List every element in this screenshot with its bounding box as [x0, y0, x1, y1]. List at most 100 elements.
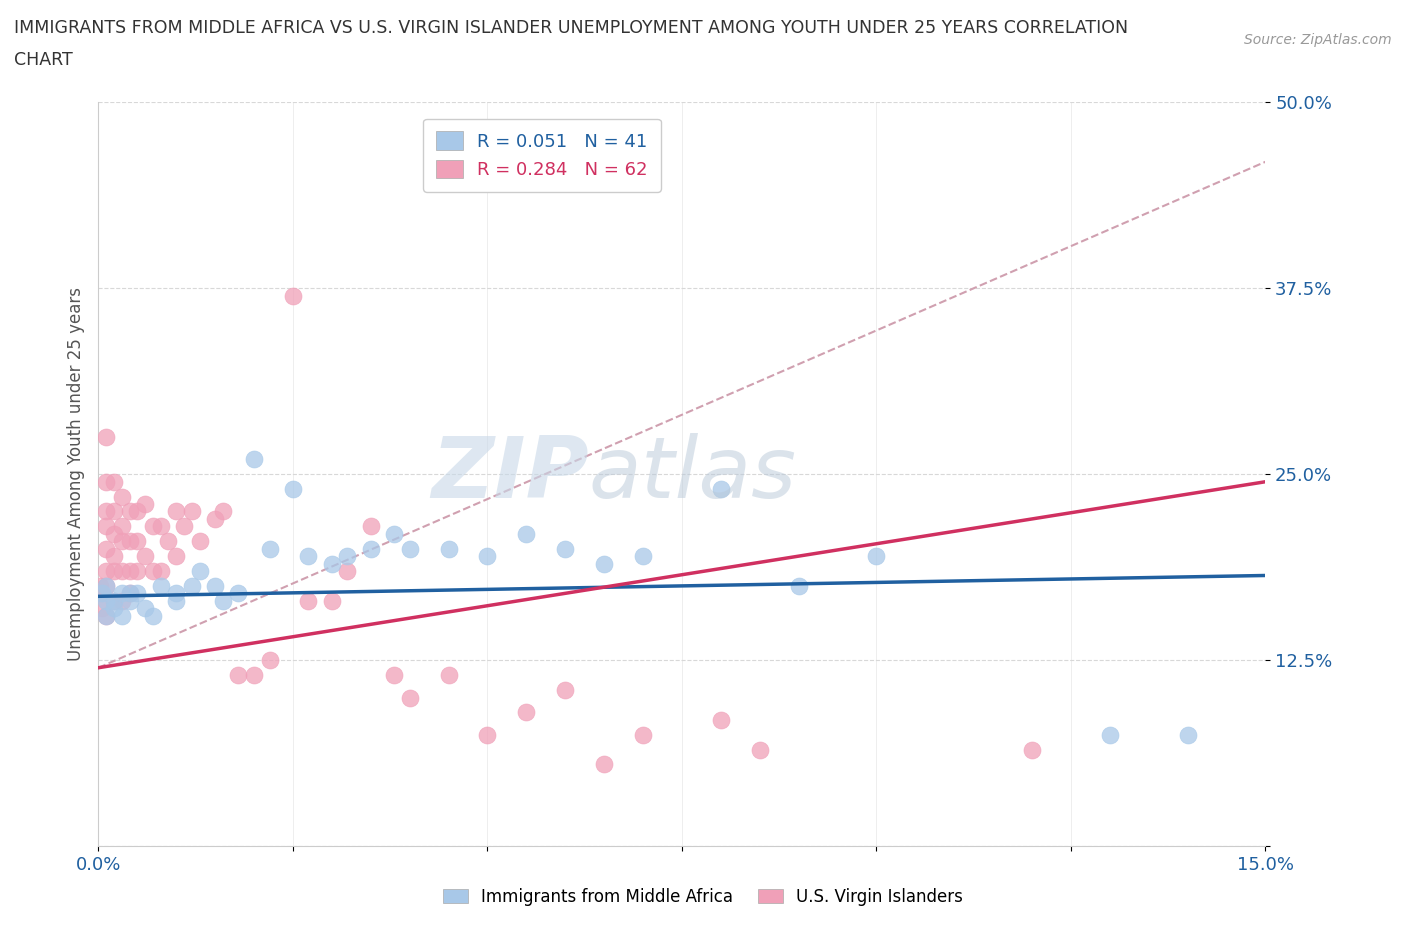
Point	[212, 593, 235, 608]
Point	[710, 712, 733, 727]
Point	[96, 474, 118, 489]
Point	[297, 549, 319, 564]
Point	[188, 564, 211, 578]
Point	[212, 504, 235, 519]
Point	[142, 608, 165, 623]
Point	[142, 564, 165, 578]
Legend: Immigrants from Middle Africa, U.S. Virgin Islanders: Immigrants from Middle Africa, U.S. Virg…	[436, 881, 970, 912]
Point	[398, 541, 420, 556]
Point	[111, 534, 134, 549]
Point	[1021, 742, 1043, 757]
Point	[103, 601, 125, 616]
Point	[103, 549, 125, 564]
Point	[96, 504, 118, 519]
Point	[127, 534, 149, 549]
Point	[382, 526, 405, 541]
Point	[382, 668, 405, 683]
Point	[228, 668, 250, 683]
Point	[593, 757, 616, 772]
Point	[281, 482, 304, 497]
Point	[111, 564, 134, 578]
Point	[243, 452, 266, 467]
Point	[477, 549, 499, 564]
Point	[118, 593, 141, 608]
Point	[103, 593, 125, 608]
Point	[103, 474, 125, 489]
Point	[593, 556, 616, 571]
Point	[787, 578, 810, 593]
Point	[336, 564, 359, 578]
Point	[111, 519, 134, 534]
Point	[118, 586, 141, 601]
Point	[118, 504, 141, 519]
Point	[515, 526, 537, 541]
Point	[103, 526, 125, 541]
Point	[165, 549, 187, 564]
Point	[103, 593, 125, 608]
Point	[111, 593, 134, 608]
Point	[96, 541, 118, 556]
Point	[96, 578, 118, 593]
Point	[91, 601, 114, 616]
Point	[398, 690, 420, 705]
Point	[631, 727, 654, 742]
Point	[336, 549, 359, 564]
Point	[118, 586, 141, 601]
Point	[96, 608, 118, 623]
Point	[103, 504, 125, 519]
Point	[142, 519, 165, 534]
Point	[865, 549, 887, 564]
Point	[321, 556, 343, 571]
Text: CHART: CHART	[14, 51, 73, 69]
Point	[111, 489, 134, 504]
Point	[360, 519, 382, 534]
Point	[89, 578, 111, 593]
Point	[204, 512, 226, 526]
Point	[437, 668, 460, 683]
Point	[243, 668, 266, 683]
Point	[631, 549, 654, 564]
Point	[91, 586, 114, 601]
Text: ZIP: ZIP	[430, 432, 589, 516]
Point	[360, 541, 382, 556]
Point	[1177, 727, 1199, 742]
Point	[134, 497, 156, 512]
Point	[748, 742, 770, 757]
Point	[103, 564, 125, 578]
Point	[515, 705, 537, 720]
Point	[180, 578, 202, 593]
Point	[111, 608, 134, 623]
Point	[321, 593, 343, 608]
Text: Source: ZipAtlas.com: Source: ZipAtlas.com	[1244, 33, 1392, 46]
Point	[96, 593, 118, 608]
Point	[165, 586, 187, 601]
Point	[259, 541, 281, 556]
Point	[165, 593, 187, 608]
Point	[180, 504, 202, 519]
Point	[228, 586, 250, 601]
Point	[111, 586, 134, 601]
Point	[127, 586, 149, 601]
Text: atlas: atlas	[589, 432, 797, 516]
Point	[90, 586, 112, 601]
Point	[96, 578, 118, 593]
Y-axis label: Unemployment Among Youth under 25 years: Unemployment Among Youth under 25 years	[66, 287, 84, 661]
Point	[96, 608, 118, 623]
Point	[204, 578, 226, 593]
Point	[188, 534, 211, 549]
Point	[96, 430, 118, 445]
Point	[127, 564, 149, 578]
Legend: R = 0.051   N = 41, R = 0.284   N = 62: R = 0.051 N = 41, R = 0.284 N = 62	[423, 119, 661, 192]
Point	[437, 541, 460, 556]
Point	[477, 727, 499, 742]
Point	[118, 534, 141, 549]
Point	[134, 601, 156, 616]
Point	[165, 504, 187, 519]
Point	[149, 519, 172, 534]
Point	[1098, 727, 1121, 742]
Point	[96, 519, 118, 534]
Point	[134, 549, 156, 564]
Point	[259, 653, 281, 668]
Point	[127, 504, 149, 519]
Point	[157, 534, 180, 549]
